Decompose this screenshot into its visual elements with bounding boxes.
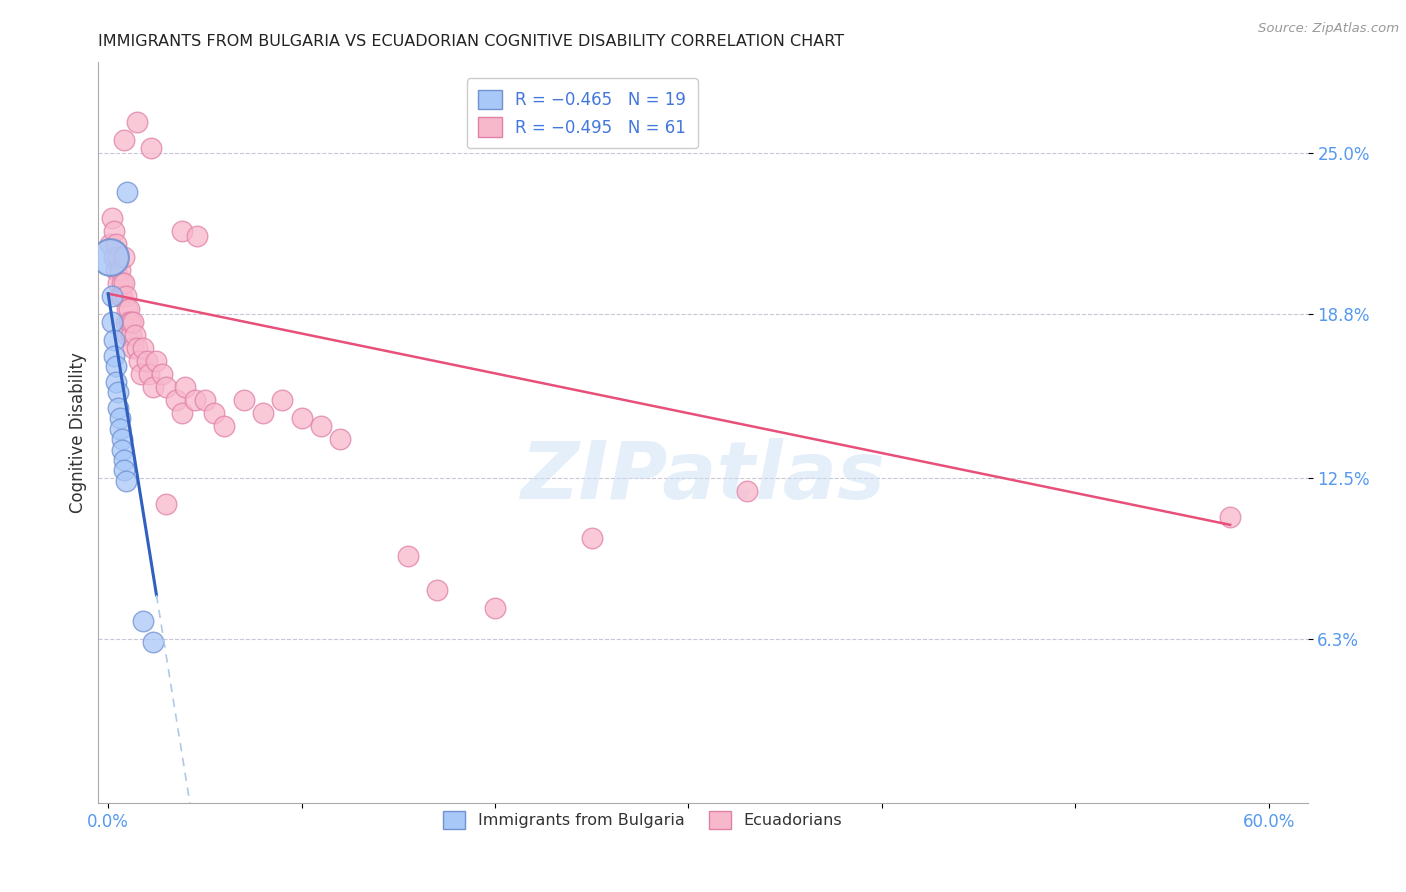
Point	[111, 289, 134, 303]
Point	[101, 211, 124, 226]
Point	[103, 224, 125, 238]
Point	[135, 354, 157, 368]
Point	[122, 341, 145, 355]
Point	[581, 531, 603, 545]
Point	[117, 328, 139, 343]
Point	[138, 367, 160, 381]
Point	[103, 349, 125, 363]
Point	[104, 359, 127, 374]
Point	[112, 463, 135, 477]
Point	[396, 549, 419, 563]
Point	[1219, 510, 1241, 524]
Point	[108, 289, 131, 303]
Point	[128, 354, 150, 368]
Text: Source: ZipAtlas.com: Source: ZipAtlas.com	[1258, 22, 1399, 36]
Point	[735, 484, 758, 499]
Point	[426, 582, 449, 597]
Point	[112, 453, 135, 467]
Point	[108, 263, 131, 277]
Point	[112, 133, 135, 147]
Point	[170, 224, 193, 238]
Point	[129, 367, 152, 381]
Point	[111, 277, 134, 291]
Point	[98, 237, 121, 252]
Point	[194, 393, 217, 408]
Point	[111, 432, 134, 446]
Point	[112, 277, 135, 291]
Point	[142, 634, 165, 648]
Point	[252, 406, 274, 420]
Point	[111, 442, 134, 457]
Point	[132, 341, 155, 355]
Point	[232, 393, 254, 408]
Point	[184, 393, 207, 408]
Point	[107, 250, 129, 264]
Point	[103, 334, 125, 348]
Point	[155, 380, 177, 394]
Point	[114, 289, 136, 303]
Point	[309, 419, 332, 434]
Point	[104, 237, 127, 252]
Point	[107, 277, 129, 291]
Point	[103, 250, 125, 264]
Point	[139, 141, 162, 155]
Point	[118, 315, 141, 329]
Text: ZIPatlas: ZIPatlas	[520, 438, 886, 516]
Point	[329, 432, 352, 446]
Point	[101, 289, 124, 303]
Point	[145, 354, 167, 368]
Point	[127, 341, 149, 355]
Point	[104, 375, 127, 389]
Point	[120, 315, 142, 329]
Point	[112, 250, 135, 264]
Point	[132, 614, 155, 628]
Point	[108, 411, 131, 425]
Legend: Immigrants from Bulgaria, Ecuadorians: Immigrants from Bulgaria, Ecuadorians	[436, 805, 849, 836]
Point	[170, 406, 193, 420]
Point	[165, 393, 187, 408]
Point	[118, 302, 141, 317]
Point	[186, 229, 208, 244]
Point	[104, 263, 127, 277]
Point	[174, 380, 197, 394]
Point	[150, 367, 173, 381]
Point	[108, 422, 131, 436]
Point	[114, 315, 136, 329]
Point	[122, 315, 145, 329]
Point	[142, 380, 165, 394]
Point	[107, 401, 129, 415]
Point	[117, 186, 139, 200]
Point	[107, 385, 129, 400]
Point	[124, 328, 146, 343]
Point	[271, 393, 294, 408]
Text: IMMIGRANTS FROM BULGARIA VS ECUADORIAN COGNITIVE DISABILITY CORRELATION CHART: IMMIGRANTS FROM BULGARIA VS ECUADORIAN C…	[98, 34, 845, 49]
Y-axis label: Cognitive Disability: Cognitive Disability	[69, 352, 87, 513]
Point	[98, 250, 121, 264]
Point	[204, 406, 226, 420]
Point	[212, 419, 235, 434]
Point	[114, 474, 136, 488]
Point	[117, 302, 139, 317]
Point	[290, 411, 312, 425]
Point	[484, 601, 506, 615]
Point	[155, 497, 177, 511]
Point	[101, 315, 124, 329]
Point	[127, 115, 149, 129]
Point	[120, 328, 142, 343]
